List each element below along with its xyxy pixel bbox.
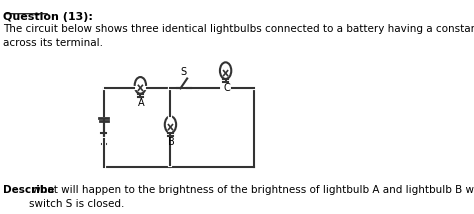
Text: Describe: Describe xyxy=(3,184,55,195)
Text: A: A xyxy=(138,98,145,108)
Text: C: C xyxy=(224,83,230,93)
Text: S: S xyxy=(181,67,187,77)
Text: B: B xyxy=(168,137,175,147)
Text: Question (13):: Question (13): xyxy=(3,12,93,22)
Text: what will happen to the brightness of the brightness of lightbulb A and lightbul: what will happen to the brightness of th… xyxy=(29,184,474,208)
Text: The circuit below shows three identical lightbulbs connected to a battery having: The circuit below shows three identical … xyxy=(3,24,474,48)
